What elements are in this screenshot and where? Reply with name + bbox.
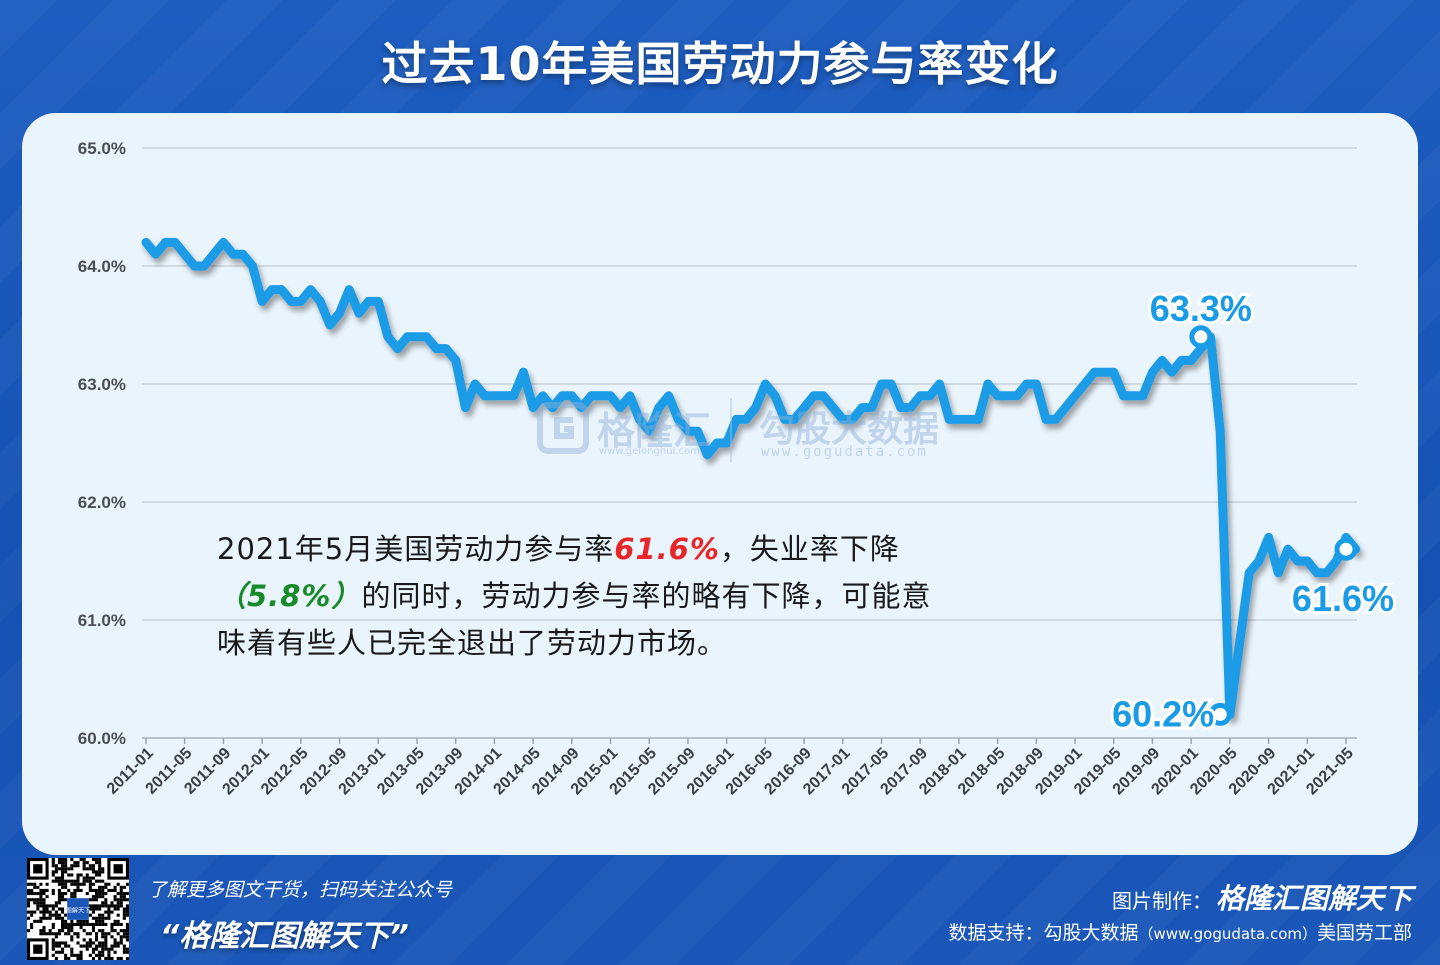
qr-center-logo [67, 898, 89, 920]
y-tick-label: 61.0% [78, 611, 126, 630]
credit-label: 图片制作： [1111, 889, 1212, 913]
chart-annotation-text: 2021年5月美国劳动力参与率61.6%，失业率下降 （5.8%）的同时，劳动力参… [217, 526, 957, 667]
data-point-marker [1334, 537, 1358, 561]
annotation-part2: ，失业率下降 [719, 532, 900, 566]
watermark-brand-url: www.gelonghui.com [599, 446, 700, 457]
annotation-unemployment-highlight: （5.8%） [217, 579, 362, 613]
watermark-source: 勾股大数据 [759, 409, 940, 450]
data-point-marker [1208, 702, 1232, 726]
watermark: 格隆汇 www.gelonghui.com 勾股大数据 www.gogudata… [537, 398, 957, 468]
y-tick-label: 64.0% [78, 257, 126, 276]
qr-code[interactable]: 图解天下 [27, 858, 129, 960]
watermark-source-url: www.gogudata.com [761, 444, 928, 460]
data-label: 60.2% [1112, 693, 1214, 734]
line-chart: 65.0%64.0%63.0%62.0%61.0%60.0% 2011-0120… [78, 139, 1397, 798]
page-title: 过去10年美国劳动力参与率变化 [381, 37, 1059, 91]
series-line [141, 237, 1361, 719]
data-dept: 美国劳工部 [1316, 922, 1412, 944]
annotation-rate-highlight: 61.6% [614, 532, 720, 566]
data-label: 63.3% [1150, 288, 1252, 329]
watermark-brand: 格隆汇 [597, 409, 712, 453]
qr-center-label: 图解天下 [66, 906, 91, 914]
qr-code-image: 图解天下 [27, 858, 129, 960]
credit-brand: 格隆汇图解天下 [1215, 882, 1412, 915]
data-url: （www.gogudata.com） [1138, 925, 1317, 943]
y-tick-label: 60.0% [78, 729, 126, 748]
y-tick-label: 63.0% [78, 375, 126, 394]
annotation-part3: 的同时，劳动力参与率的略有下降，可能意味着有些人已完全退出了劳动力市场。 [217, 579, 932, 660]
watermark-divider [730, 398, 732, 462]
chart-panel: 65.0% 64.0% 63.0% 62.0% 61.0% 60.0% 2011-01 20… [22, 113, 1418, 855]
y-tick-label: 62.0% [78, 493, 126, 512]
data-label: 61.6% [1292, 578, 1394, 619]
credit-line1: 图片制作： 格隆汇图解天下 [1112, 877, 1412, 917]
credit-line2: 数据支持：勾股大数据（www.gogudata.com）美国劳工部 [948, 918, 1412, 945]
promo-line1: 了解更多图文干货，扫码关注公众号 [148, 879, 453, 901]
promo-line2: “格隆汇图解天下” [160, 919, 409, 954]
gelonghui-logo-icon [537, 402, 589, 454]
footer: 图解天下 了解更多图文干货，扫码关注公众号 “格隆汇图解天下” 图片制作： 格隆汇… [0, 855, 1440, 965]
data-point-marker [1189, 325, 1213, 349]
y-tick-label: 65.0% [78, 139, 126, 158]
data-label: 数据支持：勾股大数据 [948, 922, 1139, 944]
annotation-part1: 2021年5月美国劳动力参与率 [217, 532, 615, 566]
